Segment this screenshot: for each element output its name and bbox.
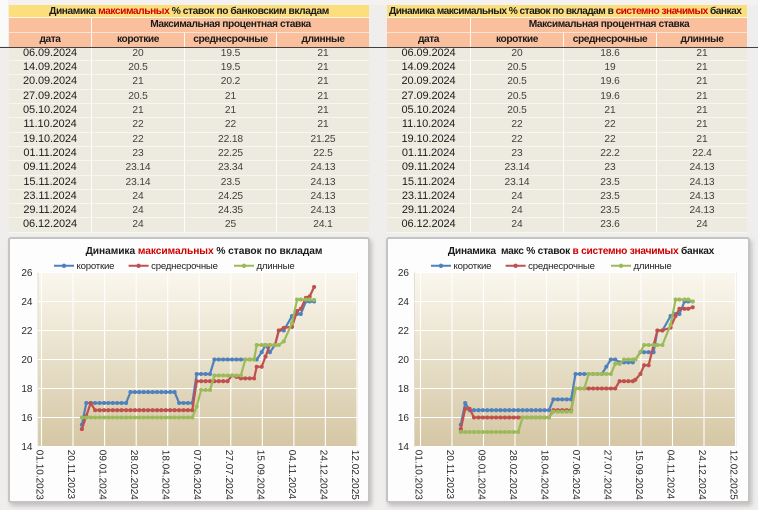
svg-text:12.02.2025: 12.02.2025	[728, 450, 739, 500]
svg-text:короткие: короткие	[76, 261, 114, 272]
svg-text:26: 26	[21, 268, 33, 279]
svg-text:20: 20	[398, 355, 410, 366]
svg-text:24.12.2024: 24.12.2024	[317, 450, 328, 500]
svg-text:22: 22	[398, 326, 410, 337]
svg-text:15.09.2024: 15.09.2024	[633, 450, 644, 500]
svg-text:07.06.2024: 07.06.2024	[570, 450, 581, 500]
svg-text:28.02.2024: 28.02.2024	[507, 450, 518, 500]
svg-text:27.07.2024: 27.07.2024	[223, 450, 234, 500]
svg-text:20.11.2023: 20.11.2023	[444, 450, 455, 500]
svg-text:15.09.2024: 15.09.2024	[254, 450, 265, 500]
svg-text:24: 24	[21, 297, 33, 308]
svg-text:20: 20	[21, 355, 33, 366]
svg-text:04.11.2024: 04.11.2024	[286, 450, 297, 500]
svg-text:короткие: короткие	[454, 261, 492, 272]
svg-text:18.04.2024: 18.04.2024	[160, 450, 171, 500]
svg-text:24.12.2024: 24.12.2024	[696, 450, 707, 500]
svg-text:04.11.2024: 04.11.2024	[665, 450, 676, 500]
svg-text:07.06.2024: 07.06.2024	[191, 450, 202, 500]
svg-text:среднесрочные: среднесрочные	[528, 261, 595, 272]
svg-text:18.04.2024: 18.04.2024	[539, 450, 550, 500]
svg-text:09.01.2024: 09.01.2024	[476, 450, 487, 500]
svg-text:18: 18	[21, 384, 33, 395]
svg-text:26: 26	[398, 268, 410, 279]
svg-text:20.11.2023: 20.11.2023	[65, 450, 76, 500]
svg-text:22: 22	[21, 326, 33, 337]
svg-text:Динамика макс % ставок в сист: Динамика макс % ставок в системно значим…	[448, 245, 715, 257]
svg-text:18: 18	[398, 384, 410, 395]
svg-text:12.02.2025: 12.02.2025	[349, 450, 360, 500]
svg-text:среднесрочные: среднесрочные	[151, 261, 218, 272]
svg-text:09.01.2024: 09.01.2024	[96, 450, 107, 500]
svg-text:Динамика максимальных % ставок: Динамика максимальных % ставок по вклада…	[85, 246, 322, 257]
svg-text:27.07.2024: 27.07.2024	[602, 450, 613, 500]
svg-text:14: 14	[21, 442, 33, 453]
svg-text:16: 16	[398, 413, 410, 424]
svg-text:28.02.2024: 28.02.2024	[128, 450, 139, 500]
svg-text:01.10.2023: 01.10.2023	[413, 450, 424, 500]
svg-text:01.10.2023: 01.10.2023	[33, 450, 44, 500]
svg-text:длинные: длинные	[256, 261, 294, 272]
svg-text:14: 14	[398, 442, 410, 453]
svg-text:16: 16	[21, 413, 33, 424]
svg-text:длинные: длинные	[634, 261, 672, 272]
svg-text:24: 24	[398, 297, 410, 308]
